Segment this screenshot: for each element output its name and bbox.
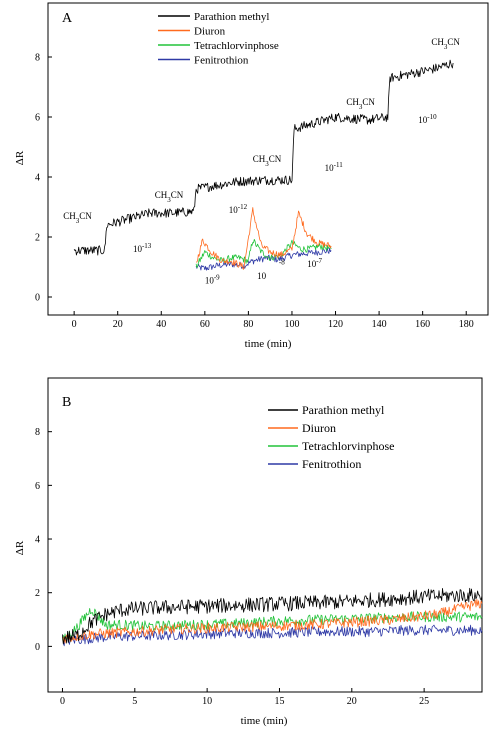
series-line-fenitrothion: [195, 247, 332, 271]
annotation: CH3CN: [253, 154, 282, 168]
y-tick-label: 2: [35, 588, 40, 599]
x-tick-label: 20: [347, 696, 357, 707]
series-line-tetrachlorvinphose: [62, 608, 483, 642]
y-tick-label: 0: [35, 642, 40, 653]
y-tick-label: 4: [35, 535, 40, 546]
x-tick-label: 40: [156, 319, 166, 330]
annotation: 10-9: [205, 274, 220, 286]
legend-entry: Diuron: [302, 421, 336, 435]
y-tick-label: 4: [35, 173, 40, 184]
y-tick-label: 6: [35, 481, 40, 492]
legend-entry: Parathion methyl: [302, 403, 385, 417]
y-tick-label: 2: [35, 233, 40, 244]
legend-entry: Tetrachlorvinphose: [302, 439, 394, 453]
x-tick-label: 60: [200, 319, 210, 330]
annotation: CH3CN: [155, 190, 184, 204]
panel-b-series: [62, 587, 483, 647]
annotation: 10-11: [325, 161, 344, 173]
series-line-diuron: [196, 207, 332, 270]
panel-a-x-ticks: 0 20 40 60 80 100 120 140 160 180: [72, 311, 474, 330]
y-tick-label: 0: [35, 293, 40, 304]
annotation: 10-10: [418, 113, 437, 125]
x-tick-label: 0: [60, 696, 65, 707]
panel-a-legend: Parathion methyl Diuron Tetrachlorvinphose…: [158, 11, 279, 67]
panel-b-legend: Parathion methyl Diuron Tetrachlorvinphose…: [268, 403, 394, 471]
annotation: 10-7: [307, 257, 322, 269]
series-line-fenitrothion: [62, 624, 483, 647]
series-line-parathion-methyl: [62, 587, 483, 645]
legend-entry: Parathion methyl: [194, 11, 269, 23]
series-line-diuron: [62, 599, 483, 644]
y-tick-label: 8: [35, 427, 40, 438]
panel-a-x-axis-title: time (min): [245, 338, 292, 350]
annotation: CH3CN: [346, 97, 375, 111]
panel-b-x-axis-title: time (min): [241, 715, 288, 727]
panel-a-y-axis-title: ΔR: [14, 150, 26, 165]
y-tick-label: 8: [35, 53, 40, 64]
x-tick-label: 15: [274, 696, 284, 707]
y-tick-label: 6: [35, 113, 40, 124]
panel-a-series: [73, 59, 454, 271]
panel-a-frame: [47, 2, 489, 316]
series-line-parathion-methyl: [73, 59, 454, 256]
panel-a: A 0 2 4 6 8 0 20 40 60 80 100 120 140 160 180 CH3CN CH…: [14, 2, 489, 350]
panel-b-frame: [47, 377, 483, 693]
x-tick-label: 180: [459, 319, 474, 330]
x-tick-label: 25: [419, 696, 429, 707]
legend-entry: Fenitrothion: [194, 55, 249, 67]
legend-entry: Tetrachlorvinphose: [194, 40, 279, 52]
panel-a-y-ticks: 0 2 4 6 8: [35, 53, 52, 304]
x-tick-label: 0: [72, 319, 77, 330]
panel-b-y-axis-title: ΔR: [14, 540, 26, 555]
annotation: CH3CN: [431, 37, 460, 51]
panel-b-label: B: [62, 395, 71, 410]
x-tick-label: 5: [132, 696, 137, 707]
annotation: 10: [257, 271, 267, 281]
panel-b-y-ticks: 0 2 4 6 8: [35, 427, 52, 653]
legend-entry: Diuron: [194, 26, 226, 38]
annotation: CH3CN: [63, 211, 92, 225]
x-tick-label: 140: [372, 319, 387, 330]
x-tick-label: 20: [113, 319, 123, 330]
panel-a-label: A: [62, 11, 73, 26]
annotation: 10-12: [229, 203, 248, 215]
x-tick-label: 80: [243, 319, 253, 330]
panel-b: B 0 2 4 6 8 0 5 10 15 20 25 Parathion methyl Diuro…: [14, 377, 483, 727]
x-tick-label: 100: [284, 319, 299, 330]
x-tick-label: 10: [202, 696, 212, 707]
annotation: -8: [279, 259, 285, 267]
x-tick-label: 160: [415, 319, 430, 330]
legend-entry: Fenitrothion: [302, 457, 361, 471]
x-tick-label: 120: [328, 319, 343, 330]
annotation: 10-13: [133, 242, 152, 254]
panel-b-x-ticks: 0 5 10 15 20 25: [60, 688, 429, 707]
